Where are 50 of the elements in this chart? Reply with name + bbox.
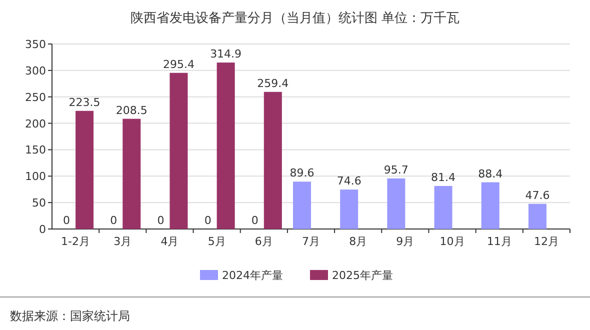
- bar: [264, 92, 282, 229]
- x-tick-label: 5月: [208, 235, 226, 248]
- bar: [76, 110, 94, 229]
- bar: [122, 118, 141, 229]
- data-label: 0: [157, 214, 164, 227]
- x-tick-label: 6月: [254, 235, 273, 248]
- data-label: 223.5: [68, 96, 100, 109]
- data-label: 0: [110, 214, 118, 227]
- data-label: 47.6: [525, 188, 550, 202]
- legend-label: 2024年产量: [222, 269, 283, 282]
- x-tick-label: 3月: [114, 235, 132, 248]
- x-tick-label: 12月: [534, 235, 559, 248]
- data-label: 74.6: [336, 174, 362, 188]
- data-label: 208.5: [116, 104, 148, 117]
- x-tick-label: 1-2月: [61, 235, 90, 248]
- y-tick-label: 300: [25, 64, 46, 78]
- data-label: 314.9: [210, 48, 242, 61]
- bar: [340, 190, 358, 229]
- legend-label: 2025年产量: [332, 269, 393, 282]
- data-label: 95.7: [384, 163, 408, 176]
- data-label: 0: [251, 214, 258, 227]
- y-tick-label: 150: [25, 144, 46, 157]
- y-tick-label: 250: [25, 90, 46, 104]
- y-tick-label: 50: [32, 196, 46, 210]
- data-label: 0: [204, 214, 212, 227]
- bar: [481, 182, 500, 229]
- x-tick-label: 4月: [160, 235, 179, 248]
- bar: [216, 62, 235, 229]
- x-tick-label: 7月: [302, 235, 320, 248]
- bar: [170, 72, 188, 229]
- y-tick-label: 100: [25, 170, 46, 184]
- data-label: 81.4: [431, 170, 456, 184]
- data-label: 89.6: [290, 166, 314, 180]
- bar: [387, 178, 406, 229]
- bar: [293, 182, 311, 229]
- x-tick-label: 11月: [486, 235, 512, 248]
- data-label: 88.4: [478, 167, 503, 180]
- bar: [434, 186, 452, 229]
- y-tick-label: 200: [25, 117, 46, 130]
- bar: [528, 204, 546, 229]
- chart-title: 陕西省发电设备产量分月（当月值）统计图 单位：万千瓦: [130, 11, 460, 26]
- data-label: 0: [63, 214, 70, 227]
- data-label: 295.4: [162, 58, 194, 71]
- x-tick-label: 9月: [396, 235, 414, 248]
- y-tick-label: 350: [25, 38, 46, 51]
- source-note: 数据来源：国家统计局: [10, 309, 130, 323]
- x-tick-label: 8月: [349, 235, 368, 248]
- data-label: 259.4: [257, 76, 289, 90]
- y-tick-label: 0: [39, 223, 46, 236]
- x-tick-label: 10月: [440, 235, 465, 248]
